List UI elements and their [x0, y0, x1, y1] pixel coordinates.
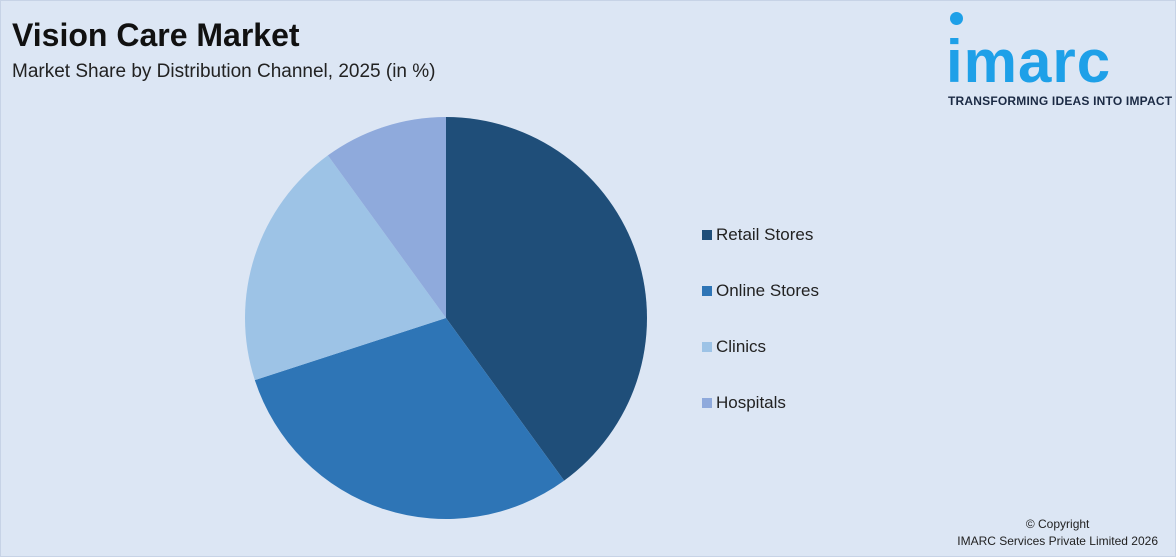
- logo-wordmark: imarc: [946, 28, 1112, 95]
- logo-tagline: TRANSFORMING IDEAS INTO IMPACT: [948, 94, 1173, 108]
- logo-dot-icon: [950, 12, 963, 25]
- legend-label: Clinics: [716, 337, 767, 356]
- legend-label: Retail Stores: [716, 225, 814, 244]
- legend-swatch: [702, 342, 712, 352]
- legend-swatch: [702, 398, 712, 408]
- copyright-line-1: © Copyright: [1025, 517, 1090, 531]
- chart-legend: Retail Stores Online Stores Clinics Hospita…: [702, 224, 819, 448]
- legend-swatch: [702, 230, 712, 240]
- legend-label: Online Stores: [716, 281, 819, 300]
- pie-slice-online-stores: [254, 318, 565, 519]
- imarc-logo: imarc TRANSFORMING IDEAS INTO IMPACT: [946, 12, 1172, 108]
- chart-subtitle: Market Share by Distribution Channel, 20…: [12, 61, 436, 82]
- copyright-line-2: IMARC Services Private Limited 2026: [957, 534, 1158, 548]
- legend-item-hospitals: Hospitals: [702, 392, 819, 414]
- legend-item-online-stores: Online Stores: [702, 280, 819, 302]
- copyright-notice: © Copyright IMARC Services Private Limit…: [957, 516, 1158, 550]
- chart-title: Vision Care Market: [12, 17, 300, 53]
- pie-slice-hospitals: [327, 117, 446, 318]
- legend-label: Hospitals: [716, 393, 786, 412]
- pie-slice-clinics: [244, 155, 446, 381]
- legend-swatch: [702, 286, 712, 296]
- pie-slice-retail-stores: [446, 117, 647, 481]
- legend-item-clinics: Clinics: [702, 336, 819, 358]
- legend-item-retail-stores: Retail Stores: [702, 224, 819, 246]
